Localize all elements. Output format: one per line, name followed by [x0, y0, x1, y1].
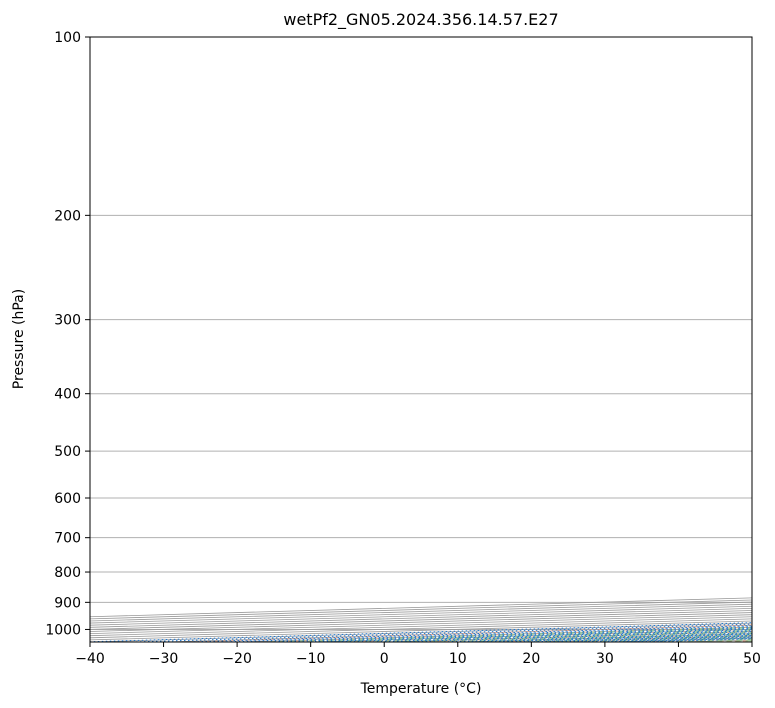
plot-frame: [89, 36, 753, 643]
mixing-ratio-line: [572, 636, 752, 642]
dry-adiabat-line: [636, 637, 752, 642]
y-tick-label: 800: [54, 565, 81, 581]
y-tick-label: 900: [54, 595, 81, 611]
isotherm-line: [457, 633, 752, 642]
axis-ticks: −40 −30 −20 −10 0 10 20 30 40 50 100 200 300 400 500 60…: [45, 30, 761, 667]
isotherm-line: [90, 620, 752, 641]
isotherm-line: [163, 624, 752, 642]
y-axis-label: Pressure (hPa): [11, 289, 27, 389]
x-tick-label: −40: [75, 651, 105, 667]
y-tick-label: 400: [54, 387, 81, 403]
moist-adiabat-line: [498, 634, 752, 642]
dry-adiabat-line: [412, 631, 752, 642]
moist-adiabat-line: [584, 637, 752, 642]
mixing-ratio-line: [131, 623, 752, 642]
y-tick-label: 1000: [45, 622, 81, 638]
isotherm-line: [310, 628, 752, 642]
dry-adiabat-line: [710, 640, 752, 642]
moist-adiabat-line: [699, 640, 752, 642]
dry-adiabat-line: [486, 633, 752, 642]
mixing-ratio-line: [325, 629, 752, 642]
isotherm-line: [90, 607, 752, 628]
isotherm-line: [237, 626, 752, 642]
y-tick-label: 600: [54, 491, 81, 507]
chart-title: wetPf2_GN05.2024.356.14.57.E27: [283, 10, 558, 30]
isotherm-line: [90, 612, 752, 632]
y-tick-label: 100: [54, 30, 81, 46]
dry-adiabat-line: [263, 626, 752, 642]
x-tick-label: 50: [743, 651, 761, 667]
x-axis-label: Temperature (°C): [360, 681, 482, 697]
isotherm-line: [90, 622, 752, 642]
isotherm-line: [90, 616, 752, 637]
moist-adiabat-line: [300, 628, 752, 642]
x-tick-label: −10: [296, 651, 326, 667]
moist-adiabat-line: [242, 626, 752, 642]
moist-adiabat-line: [271, 627, 752, 642]
moist-adiabat-line: [328, 629, 752, 642]
moist-adiabat-line: [413, 631, 752, 642]
moist-adiabat-line: [641, 638, 752, 642]
isotherm-line: [604, 637, 752, 642]
isotherm-line: [751, 641, 752, 642]
isotherm-line: [90, 601, 752, 622]
isotherm-line: [678, 639, 752, 642]
isotherm-line: [384, 631, 752, 642]
isotherm-line: [90, 610, 752, 630]
moist-adiabat-line: [555, 636, 752, 642]
x-tick-label: 40: [670, 651, 688, 667]
moist-adiabat-line: [527, 635, 752, 642]
dry-adiabat-line: [337, 628, 752, 642]
dry-adiabat-line: [188, 624, 752, 642]
dry-adiabat-line: [561, 635, 752, 642]
y-tick-label: 200: [54, 208, 81, 224]
x-tick-label: 30: [596, 651, 614, 667]
isotherm-line: [90, 597, 752, 618]
isotherm-line: [90, 605, 752, 626]
moist-adiabat-line: [670, 639, 752, 642]
mixing-ratio-line: [599, 637, 752, 642]
x-tick-label: 0: [380, 651, 389, 667]
x-tick-label: −20: [222, 651, 252, 667]
y-tick-label: 500: [54, 444, 81, 460]
moist-adiabat-line: [612, 637, 752, 642]
mixing-ratio-line: [262, 627, 752, 642]
moist-adiabat-line: [357, 630, 752, 642]
isotherm-line: [90, 618, 752, 639]
moist-adiabat-line: [385, 631, 752, 642]
y-tick-label: 700: [54, 531, 81, 547]
isotherm-line: [90, 603, 752, 624]
x-tick-label: 10: [449, 651, 467, 667]
isotherm-line: [90, 599, 752, 620]
isotherm-line: [531, 635, 752, 642]
x-tick-label: 20: [522, 651, 540, 667]
x-tick-label: −30: [149, 651, 179, 667]
background-lines: [90, 37, 752, 642]
moist-adiabat-line: [470, 633, 752, 642]
isotherm-line: [90, 614, 752, 634]
moist-adiabat-line: [441, 632, 752, 642]
y-tick-label: 300: [54, 313, 81, 329]
